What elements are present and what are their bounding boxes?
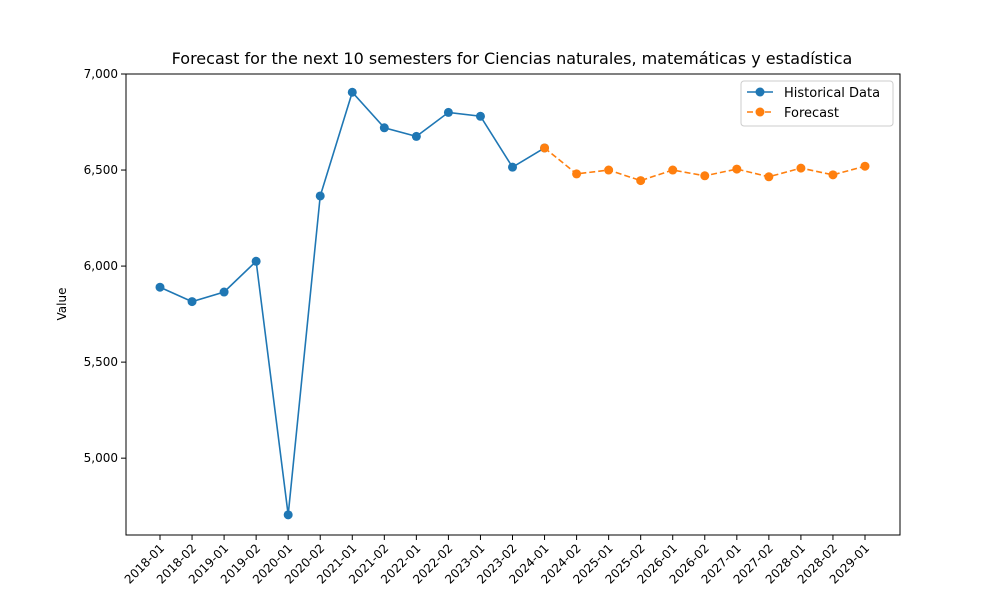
data-point <box>540 143 550 153</box>
data-point <box>700 171 710 181</box>
chart-title: Forecast for the next 10 semesters for C… <box>172 49 853 68</box>
data-point <box>668 165 678 175</box>
y-tick-label: 6,000 <box>84 259 118 273</box>
data-point <box>443 107 453 117</box>
y-tick-label: 5,000 <box>84 451 118 465</box>
data-point <box>315 191 325 201</box>
y-tick-label: 7,000 <box>84 67 118 81</box>
data-point <box>572 169 582 179</box>
data-point <box>732 164 742 174</box>
data-point <box>187 297 197 307</box>
data-point <box>283 510 293 520</box>
data-point <box>155 282 165 292</box>
data-point <box>764 172 774 182</box>
data-point <box>379 123 389 133</box>
data-point <box>828 170 838 180</box>
data-point <box>508 162 517 172</box>
y-tick-label: 5,500 <box>84 355 118 369</box>
legend-box <box>740 80 894 127</box>
legend-marker <box>755 107 765 117</box>
data-point <box>475 111 485 121</box>
data-point <box>347 87 357 97</box>
legend-label: Historical Data <box>784 86 880 101</box>
plot-area <box>155 87 870 520</box>
data-point <box>251 256 261 266</box>
data-point <box>796 163 806 173</box>
y-tick-label: 6,500 <box>84 163 118 177</box>
legend-label: Forecast <box>784 106 839 121</box>
data-point <box>411 131 421 141</box>
data-point <box>636 176 646 186</box>
data-point <box>219 287 229 297</box>
data-point <box>604 165 614 175</box>
y-axis-label: Value <box>55 288 69 321</box>
legend-marker <box>755 87 765 97</box>
data-point <box>860 161 870 171</box>
legend: Historical Data Forecast <box>740 80 894 127</box>
